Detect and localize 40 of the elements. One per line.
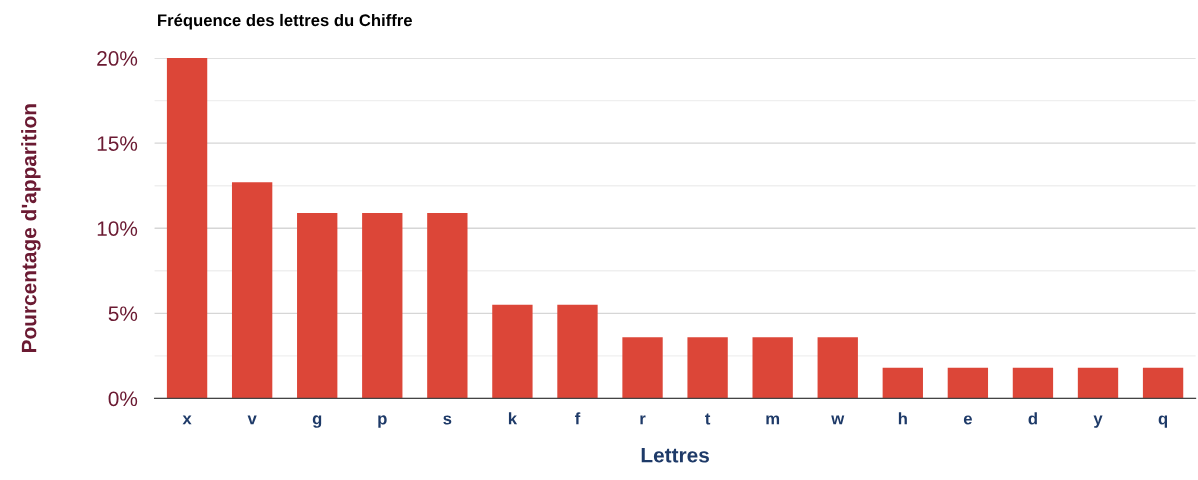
bar <box>492 304 533 399</box>
y-tick-label: 5% <box>108 306 138 322</box>
y-tick-label: 15% <box>97 136 138 151</box>
x-tick-label: k <box>508 412 518 425</box>
bar <box>687 337 728 399</box>
x-tick-label: g <box>312 415 322 428</box>
x-axis-title: Lettres <box>641 448 709 463</box>
x-tick-label: s <box>443 415 452 425</box>
bar <box>1142 367 1184 399</box>
bar <box>947 367 989 399</box>
x-tick-label: w <box>831 415 845 425</box>
x-tick-label: p <box>378 415 387 428</box>
y-tick-label: 20% <box>97 51 138 66</box>
x-tick-label: x <box>182 415 192 425</box>
bar <box>1077 367 1119 399</box>
x-tick-label: m <box>766 415 780 425</box>
bar <box>231 182 273 399</box>
x-tick-label: q <box>1158 415 1168 428</box>
x-tick-label: e <box>963 415 972 425</box>
y-axis-title: Pourcentage d'apparition <box>21 104 41 353</box>
chart-title: Fréquence des lettres du Chiffre <box>158 13 412 30</box>
y-tick-label: 0% <box>108 391 138 407</box>
bar <box>817 337 858 399</box>
x-tick-label: v <box>247 415 257 425</box>
x-tick-label: r <box>640 415 646 425</box>
bar <box>427 212 468 399</box>
x-tick-label: y <box>1093 415 1103 428</box>
x-tick-label: t <box>705 413 711 425</box>
bar <box>752 337 793 399</box>
bar <box>166 58 208 399</box>
bar <box>882 367 923 399</box>
x-tick-label: h <box>898 412 907 425</box>
x-tick-label: d <box>1028 412 1037 425</box>
bar <box>297 212 338 399</box>
bar <box>557 304 598 399</box>
x-tick-label: f <box>574 412 581 425</box>
y-tick-label: 10% <box>97 221 138 236</box>
bar <box>362 212 403 399</box>
bar <box>622 337 663 399</box>
bar <box>1012 367 1054 399</box>
